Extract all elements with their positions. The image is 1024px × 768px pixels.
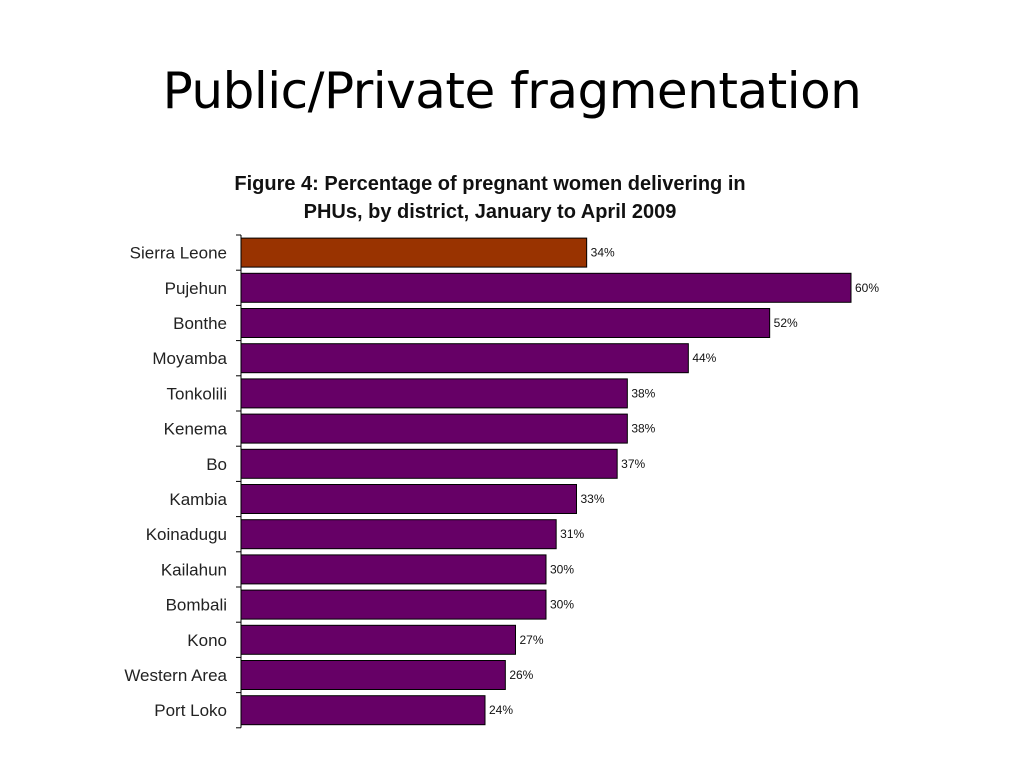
category-label: Bonthe: [173, 314, 227, 333]
data-label: 30%: [550, 598, 574, 612]
slide-title: Public/Private fragmentation: [162, 62, 862, 120]
data-label: 34%: [591, 246, 615, 260]
category-label: Bo: [206, 455, 227, 474]
category-label: Sierra Leone: [130, 244, 227, 263]
category-label: Bombali: [166, 596, 227, 615]
category-label: Kenema: [164, 420, 228, 439]
category-label: Kambia: [169, 490, 227, 509]
category-label: Pujehun: [165, 279, 227, 298]
bar: [240, 519, 557, 550]
bar: [240, 272, 852, 303]
bar: [240, 624, 516, 655]
bar: [240, 413, 628, 444]
bar: [240, 484, 577, 514]
data-label: 31%: [560, 527, 584, 541]
data-label: 38%: [631, 386, 655, 400]
bar: [240, 554, 547, 585]
bar: [240, 378, 628, 409]
bar: [240, 237, 588, 268]
bar: [240, 308, 771, 338]
data-label: 38%: [631, 422, 655, 436]
figure-title-line-2: PHUs, by district, January to April 2009: [303, 201, 677, 223]
category-label: Kono: [187, 631, 227, 650]
bar: [240, 343, 689, 374]
bar: [240, 695, 486, 726]
bar: [240, 660, 506, 690]
category-label: Kailahun: [161, 560, 227, 579]
category-label: Port Loko: [154, 701, 227, 720]
figure-title-line-1: Figure 4: Percentage of pregnant women d…: [234, 173, 746, 195]
data-label: 37%: [621, 457, 645, 471]
data-label: 52%: [774, 316, 798, 330]
category-label: Moyamba: [152, 349, 227, 368]
category-label: Western Area: [124, 666, 227, 685]
data-label: 33%: [581, 492, 605, 506]
data-label: 60%: [855, 281, 879, 295]
figure-title: Figure 4: Percentage of pregnant women d…: [120, 170, 860, 226]
bar: [240, 589, 547, 620]
data-label: 30%: [550, 562, 574, 576]
data-label: 44%: [692, 351, 716, 365]
bar: [240, 448, 618, 479]
category-label: Tonkolili: [167, 384, 227, 403]
data-label: 26%: [509, 668, 533, 682]
category-label: Koinadugu: [146, 525, 227, 544]
data-label: 27%: [520, 633, 544, 647]
data-label: 24%: [489, 703, 513, 717]
